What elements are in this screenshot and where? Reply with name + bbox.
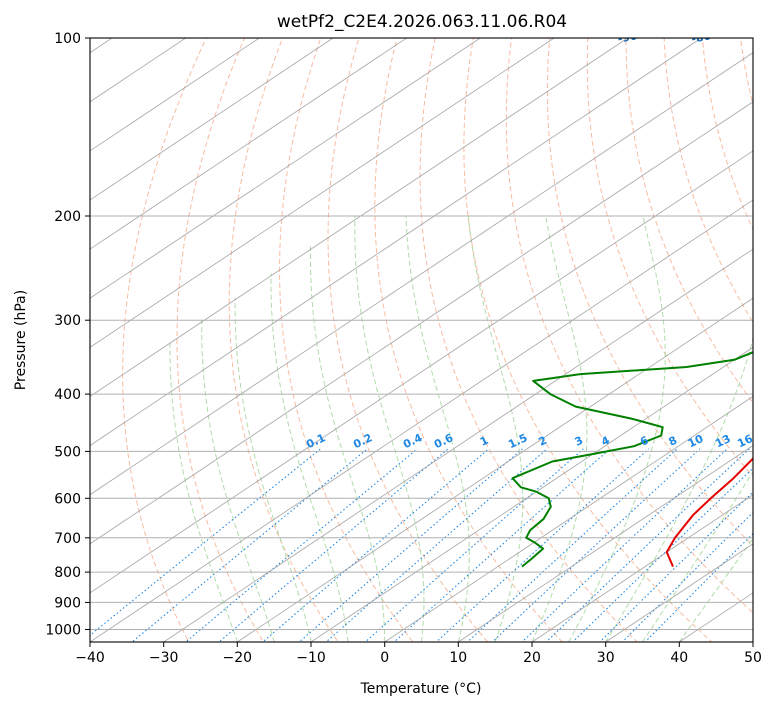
x-tick-label: 0 (380, 650, 389, 666)
y-tick-label: 500 (54, 444, 81, 460)
isotherm-line (90, 38, 334, 201)
isotherm-line (90, 199, 753, 642)
isotherm-label: -90 (617, 29, 639, 46)
y-tick-label: 600 (54, 491, 81, 507)
y-axis-label: Pressure (hPa) (13, 290, 29, 390)
moist-adiabat-line (642, 470, 753, 642)
x-axis-ticks: −40 −30 −20 −10 0 10 20 30 40 50 (75, 642, 762, 666)
x-tick-label: 40 (670, 650, 688, 666)
temperature-profile-line (665, 457, 753, 567)
isotherm-line (90, 52, 753, 496)
dewpoint-profile-line (511, 351, 753, 568)
mixing-ratio-line (599, 491, 753, 642)
dry-adiabat-line (122, 38, 207, 642)
moist-adiabat-line (270, 273, 349, 642)
y-tick-label: 400 (54, 387, 81, 403)
dry-adiabat-line (586, 38, 753, 478)
isotherm-line (90, 38, 260, 152)
y-tick-label: 200 (54, 209, 81, 225)
isotherm-line (90, 38, 407, 250)
chart-title: wetPf2_C2E4.2026.063.11.06.R04 (277, 12, 567, 32)
y-tick-label: 1000 (45, 623, 81, 639)
mixing-ratio-label: 16 (735, 432, 755, 450)
y-tick-label: 100 (54, 31, 81, 47)
y-axis-ticks: 100 200 300 400 500 600 700 800 900 1000 (45, 31, 90, 639)
isotherm-line (90, 38, 702, 447)
isotherm-line (90, 38, 555, 348)
isotherm-line (90, 38, 628, 398)
mixing-ratio-label: 13 (713, 432, 732, 450)
sounding-series (511, 351, 753, 568)
moist-adiabat-line (310, 246, 386, 642)
isotherm-line (163, 248, 753, 642)
y-tick-label: 800 (54, 565, 81, 581)
x-tick-label: 20 (523, 650, 541, 666)
isotherm-line (237, 297, 753, 642)
mixing-ratio-line (621, 511, 753, 642)
isotherm-line (90, 101, 753, 545)
dry-adiabat-line (625, 38, 753, 404)
moist-adiabat-line (467, 215, 524, 642)
isotherm-line (458, 444, 753, 642)
plot-frame (89, 37, 754, 643)
pressure-gridlines (90, 38, 753, 630)
mixing-ratio-label: 10 (686, 432, 706, 450)
y-tick-label: 900 (54, 595, 81, 611)
y-tick-label: 300 (54, 313, 81, 329)
mixing-ratio-line (218, 448, 449, 642)
dry-adiabat-line (546, 38, 753, 547)
x-tick-label: −40 (75, 650, 105, 666)
x-tick-label: 30 (597, 650, 615, 666)
x-tick-label: −20 (223, 650, 253, 666)
mixing-ratio-line (644, 532, 753, 642)
x-tick-label: −30 (149, 650, 179, 666)
plot-area: -100-90-80-70-60-50-40-30-20-10010203040… (90, 29, 755, 642)
x-tick-label: 50 (744, 650, 762, 666)
isotherms (90, 38, 753, 642)
isotherm-line (90, 150, 753, 594)
moist-adiabat-line (169, 340, 238, 642)
dry-adiabats (122, 38, 753, 642)
isotherm-line (384, 395, 753, 642)
x-tick-label: −10 (296, 650, 326, 666)
isotherm-label: -80 (690, 29, 712, 46)
dry-adiabat-line (278, 38, 414, 642)
moist-adiabat-line (201, 320, 275, 642)
x-axis-label: Temperature (°C) (360, 681, 482, 697)
isotherm-line (90, 38, 481, 299)
x-tick-label: 10 (449, 650, 467, 666)
y-tick-label: 700 (54, 531, 81, 547)
dry-adiabat-line (663, 38, 753, 324)
mixing-ratio-line (491, 448, 701, 642)
isotherm-line (310, 346, 753, 642)
isotherm-line (531, 494, 753, 642)
moist-adiabat-line (531, 215, 588, 642)
